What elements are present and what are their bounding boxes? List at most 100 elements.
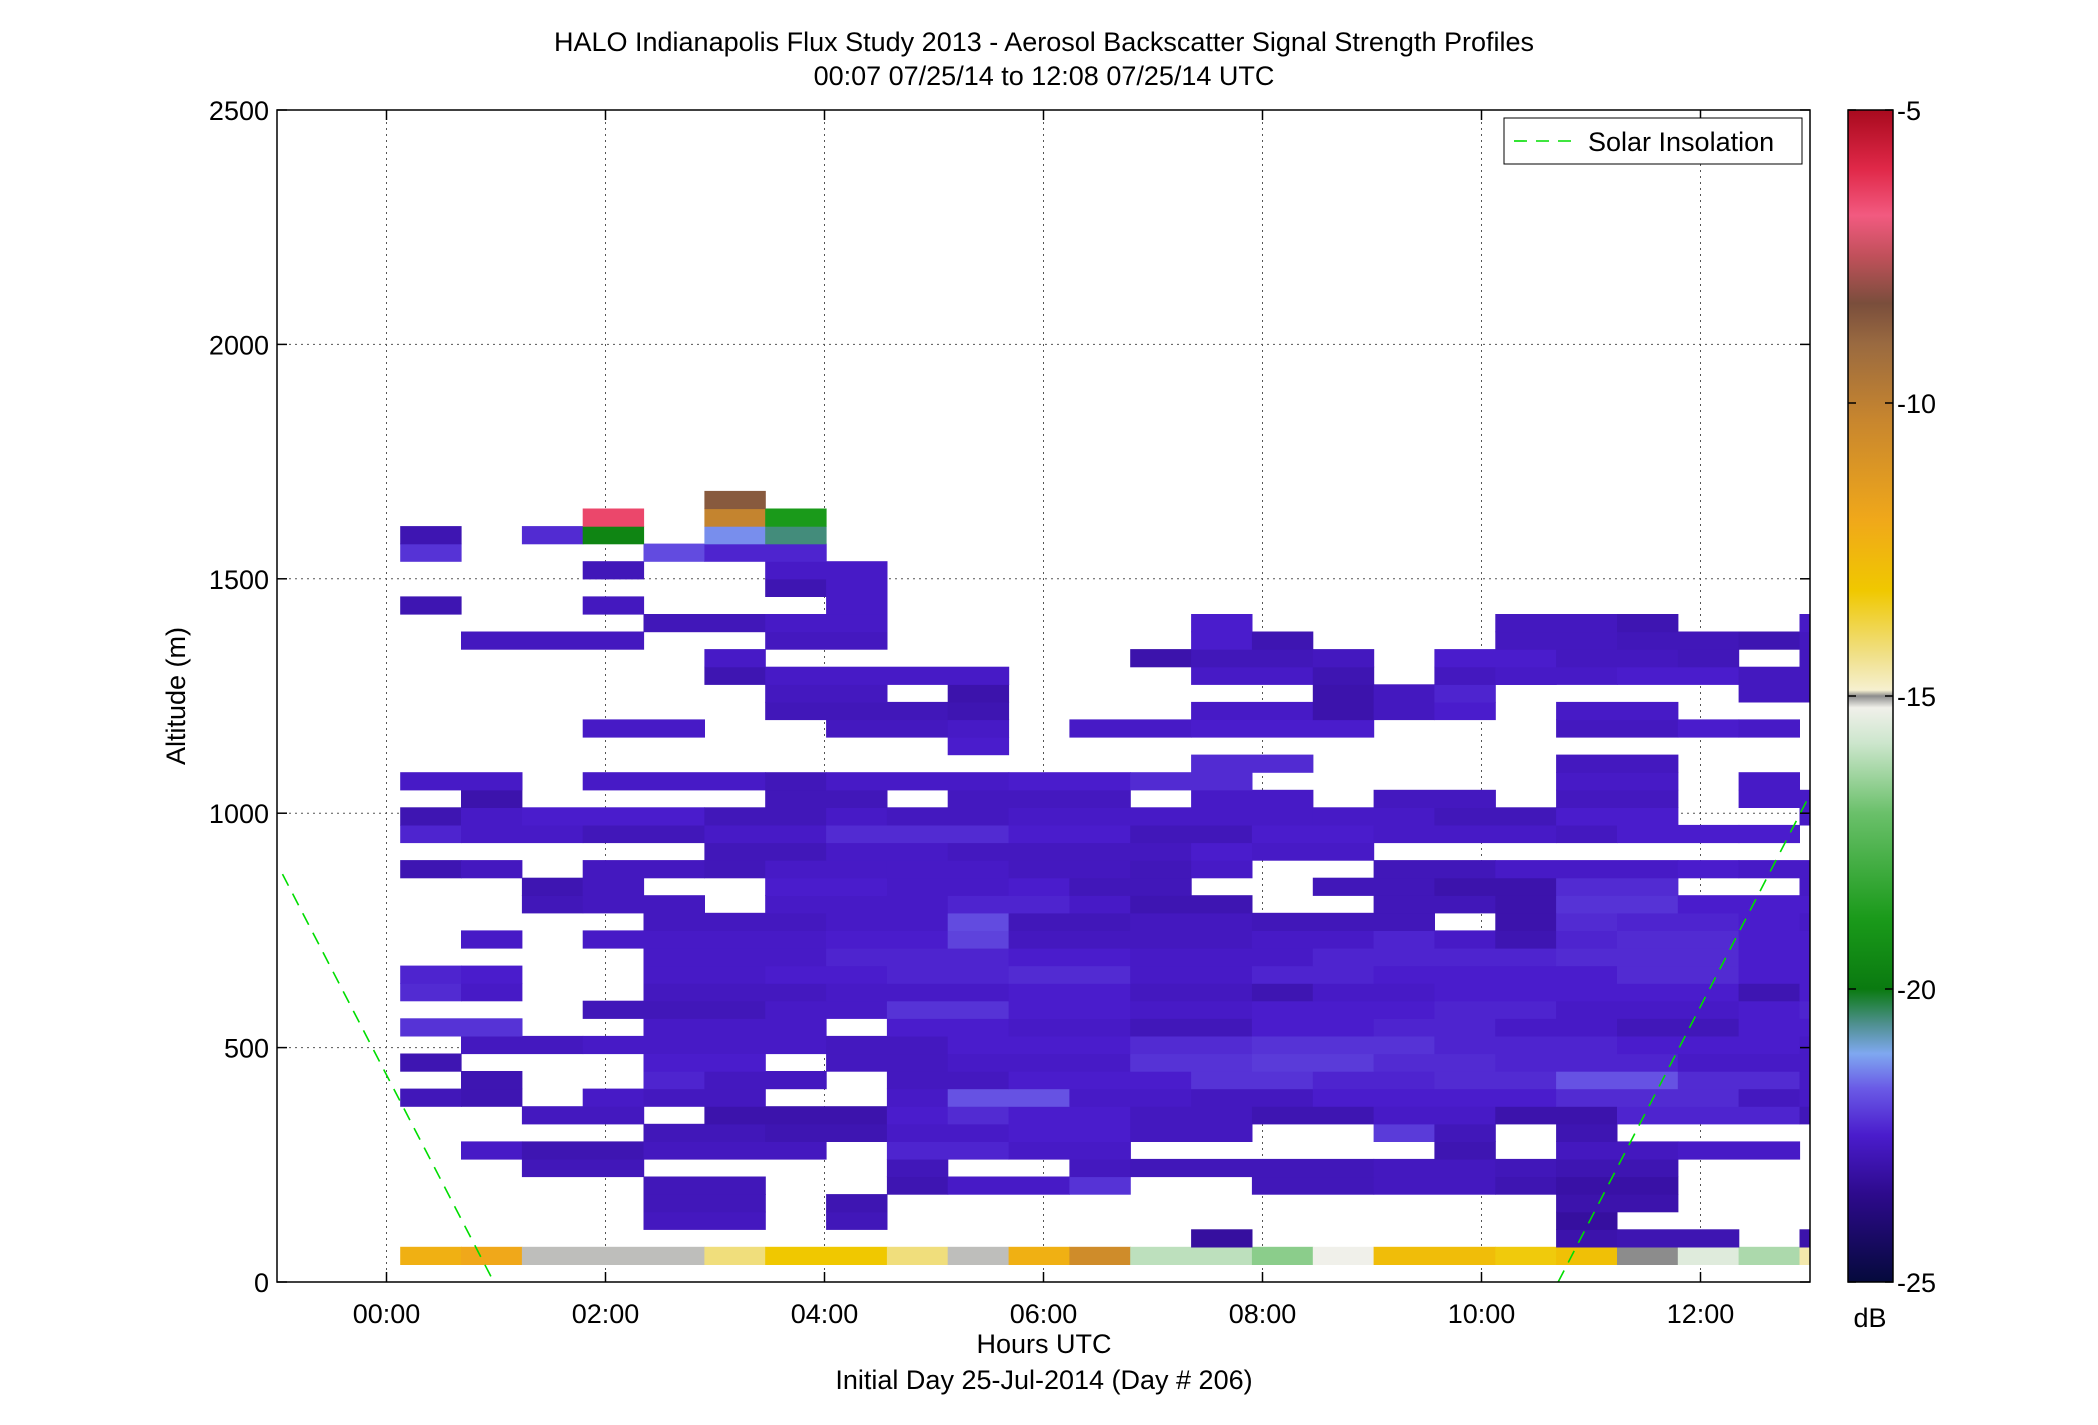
backscatter-cell <box>461 1035 584 1055</box>
y-tick-label: 2500 <box>209 96 269 126</box>
backscatter-cell <box>704 807 827 826</box>
backscatter-cell <box>1434 983 1740 1002</box>
backscatter-cell <box>1373 930 1435 949</box>
colorbar-tick-label: -15 <box>1897 682 1936 712</box>
backscatter-cell <box>1556 1246 1618 1265</box>
backscatter-cell <box>1130 772 1253 791</box>
backscatter-cell <box>1251 1106 1375 1125</box>
solar-insolation-line <box>281 873 495 1282</box>
backscatter-cell <box>1069 1158 1131 1178</box>
backscatter-cell <box>1738 1018 1810 1037</box>
backscatter-cell <box>582 860 705 879</box>
backscatter-cell <box>1738 860 1810 879</box>
backscatter-cell <box>461 1141 523 1160</box>
solar-insolation-line <box>1557 794 1810 1282</box>
backscatter-cell <box>1251 1246 1314 1265</box>
backscatter-cell <box>1008 1141 1131 1160</box>
backscatter-cell <box>1495 1018 1618 1037</box>
backscatter-cell <box>1434 1123 1496 1142</box>
chart-subtitle: 00:07 07/25/14 to 12:08 07/25/14 UTC <box>814 61 1275 91</box>
backscatter-cell <box>1921 649 1982 667</box>
x-axis-label: Hours UTC <box>976 1329 1111 1359</box>
backscatter-cell <box>826 912 949 931</box>
backscatter-cell <box>704 526 766 545</box>
backscatter-cell <box>1799 1071 1810 1090</box>
backscatter-cell <box>1191 666 1314 685</box>
backscatter-cell <box>461 860 523 879</box>
backscatter-cell <box>1130 1246 1253 1265</box>
backscatter-cell <box>1191 614 1253 633</box>
backscatter-cell <box>704 490 766 510</box>
backscatter-cell <box>765 578 827 597</box>
backscatter-cell <box>947 842 1192 861</box>
backscatter-cell <box>1738 983 1800 1002</box>
backscatter-cell <box>1191 1088 1314 1107</box>
backscatter-cell <box>1921 667 2098 685</box>
backscatter-cell <box>1556 649 1679 668</box>
backscatter-cell <box>947 1246 1010 1265</box>
backscatter-cell <box>582 561 645 580</box>
colorbar-tick-label: -20 <box>1897 975 1936 1005</box>
backscatter-cell <box>1921 1229 1982 1247</box>
backscatter-cell <box>1191 719 1375 738</box>
backscatter-cell <box>1556 877 1679 896</box>
backscatter-cell <box>947 684 1010 703</box>
backscatter-cell <box>826 578 888 597</box>
backscatter-cell <box>1556 1088 1740 1107</box>
backscatter-cell <box>765 684 888 703</box>
backscatter-cell <box>765 877 888 896</box>
backscatter-cell <box>1799 631 1810 650</box>
backscatter-cell <box>1617 1018 1740 1037</box>
backscatter-cell <box>1434 649 1557 668</box>
backscatter-cell <box>1373 1053 1496 1072</box>
backscatter-cell <box>400 965 462 984</box>
backscatter-cell <box>1799 1229 1810 1248</box>
backscatter-cell <box>704 842 827 861</box>
backscatter-cell <box>1556 1229 1618 1248</box>
backscatter-cell <box>1677 860 1740 879</box>
backscatter-cell <box>1738 684 1810 703</box>
backscatter-cell <box>1434 1000 1557 1019</box>
backscatter-cell <box>704 860 766 879</box>
backscatter-cell <box>765 508 827 527</box>
backscatter-cell <box>1130 965 1253 984</box>
y-tick-label: 500 <box>224 1034 269 1064</box>
backscatter-cell <box>704 666 766 685</box>
backscatter-cell <box>1799 912 1810 931</box>
backscatter-cell <box>1556 1000 1740 1019</box>
backscatter-cell <box>582 930 827 949</box>
backscatter-cell <box>1191 701 1314 721</box>
backscatter-cell <box>1312 877 1436 896</box>
backscatter-cell <box>1312 1088 1557 1107</box>
backscatter-cell <box>521 877 584 896</box>
backscatter-cell <box>1556 789 1679 808</box>
backscatter-cell <box>582 895 705 914</box>
backscatter-cell <box>1921 843 2098 861</box>
backscatter-cell <box>1495 1246 1557 1265</box>
backscatter-cell <box>947 737 1010 756</box>
backscatter-cell <box>765 701 949 721</box>
y-tick-label: 0 <box>254 1268 269 1298</box>
colorbar-tick-label: -25 <box>1897 1268 1936 1298</box>
backscatter-cell <box>1556 1123 1618 1142</box>
y-tick-label: 2000 <box>209 330 269 360</box>
backscatter-cell <box>1069 1088 1192 1107</box>
backscatter-cell <box>1921 1036 2098 1054</box>
backscatter-cell <box>1008 1018 1131 1037</box>
backscatter-cell <box>1982 983 2098 1001</box>
backscatter-cell <box>643 1071 705 1090</box>
backscatter-cell <box>1191 842 1253 861</box>
backscatter-cell <box>1617 1106 1801 1125</box>
backscatter-cell <box>1982 1018 2098 1036</box>
backscatter-cell <box>400 543 462 562</box>
backscatter-cell <box>1495 666 1618 685</box>
backscatter-cell <box>582 719 705 738</box>
backscatter-cell <box>704 1246 766 1265</box>
backscatter-cell <box>521 895 584 914</box>
backscatter-cell <box>1495 631 1618 650</box>
backscatter-cell <box>826 772 1010 791</box>
backscatter-cell <box>643 1176 766 1195</box>
backscatter-cell <box>2043 1247 2098 1265</box>
backscatter-cell <box>1495 895 1557 914</box>
backscatter-cell <box>1312 948 1557 967</box>
